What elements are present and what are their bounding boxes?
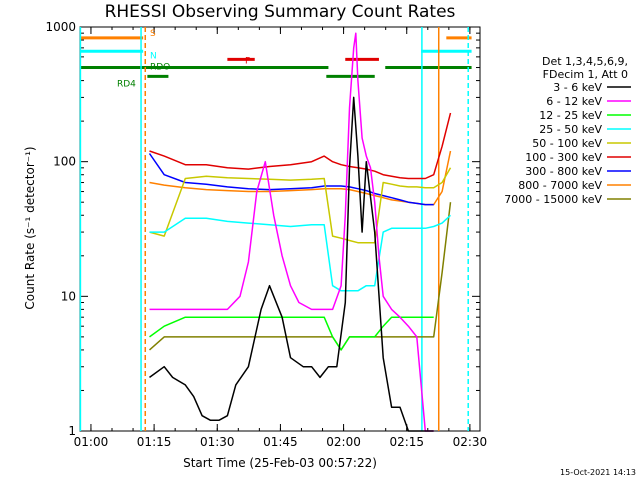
x-tick-label: 01:30	[200, 435, 235, 449]
flag-label-n: N	[150, 51, 157, 61]
series-line	[149, 167, 452, 244]
legend-entry: 3 - 6 keV	[553, 81, 602, 94]
y-axis-label: Count Rate (s⁻¹ detector⁻¹)	[23, 146, 37, 309]
series-line	[149, 202, 452, 351]
y-tick-label: 1000	[45, 20, 76, 34]
attenuator-lines	[79, 27, 469, 431]
series-line	[149, 96, 434, 432]
flag-label-s: S	[150, 29, 156, 39]
legend-entry: 6 - 12 keV	[546, 95, 602, 108]
series-line	[149, 112, 452, 180]
x-tick-label: 01:45	[263, 435, 298, 449]
series-line	[148, 153, 434, 206]
legend-entry: 12 - 25 keV	[539, 109, 602, 122]
legend-entry: 100 - 300 keV	[525, 151, 602, 164]
legend-header: FDecim 1, Att 0	[543, 68, 628, 81]
plot-axes: 01:00 01:15 01:30 01:45 02:00 02:15 02:30 1 10 10…	[45, 20, 487, 449]
series-line	[149, 32, 434, 432]
y-tick-label: 10	[61, 289, 76, 303]
legend: Det 1,3,4,5,6,9,FDecim 1, Att 03 - 6 keV…	[504, 55, 631, 206]
chart-title: RHESSI Observing Summary Count Rates	[105, 2, 456, 22]
footer-timestamp: 15-Oct-2021 14:13	[560, 468, 636, 477]
legend-entry: 7000 - 15000 keV	[504, 193, 602, 206]
legend-entry: 25 - 50 keV	[539, 123, 602, 136]
x-tick-label: 01:00	[74, 435, 109, 449]
y-tick-label: 100	[53, 155, 76, 169]
legend-entry: 300 - 800 keV	[525, 165, 602, 178]
x-axis-label: Start Time (25-Feb-03 00:57:22)	[183, 456, 377, 470]
flag-label-f: F	[245, 56, 250, 66]
flag-label-rd4: RD4	[117, 79, 136, 89]
series-line	[149, 316, 434, 351]
x-tick-label: 02:00	[326, 435, 361, 449]
series-line	[149, 214, 452, 292]
legend-entry: 50 - 100 keV	[532, 137, 602, 150]
x-tick-label: 02:15	[389, 435, 424, 449]
legend-header: Det 1,3,4,5,6,9,	[542, 55, 628, 68]
y-tick-label: 1	[68, 424, 76, 438]
data-series	[148, 32, 452, 432]
flag-bars: S N RDO RD4 F	[80, 29, 472, 89]
x-tick-label: 02:30	[453, 435, 488, 449]
flag-label-rdo: RDO	[150, 63, 170, 73]
x-tick-label: 01:15	[137, 435, 172, 449]
legend-entry: 800 - 7000 keV	[518, 179, 602, 192]
